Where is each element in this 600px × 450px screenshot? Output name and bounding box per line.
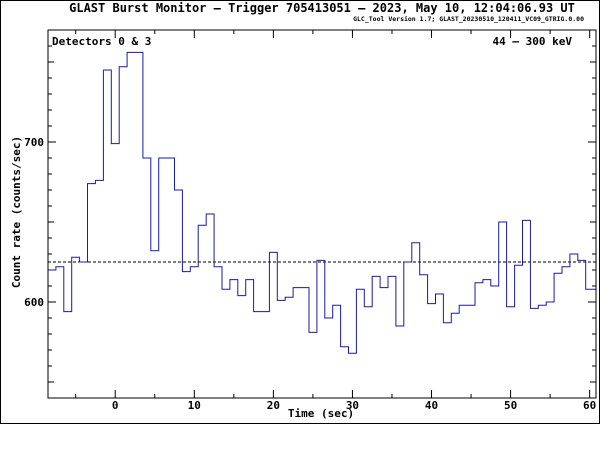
chart-title: GLAST Burst Monitor – Trigger 705413051 … xyxy=(69,1,575,15)
x-axis-ticks: 0 10 20 30 40 50 60 xyxy=(75,30,596,412)
x-tick-label: 20 xyxy=(267,399,280,412)
x-tick-label: 30 xyxy=(346,399,359,412)
y-tick-label: 700 xyxy=(24,136,44,149)
count-rate-curve xyxy=(48,51,596,354)
energy-label: 44 – 300 keV xyxy=(493,35,573,48)
x-tick-label: 50 xyxy=(504,399,517,412)
detectors-label: Detectors 0 & 3 xyxy=(52,35,151,48)
x-axis-label: Time (sec) xyxy=(288,407,354,420)
y-tick-label: 600 xyxy=(24,296,44,309)
x-tick-label: 40 xyxy=(425,399,438,412)
plot-frame xyxy=(47,29,597,399)
y-axis-ticks: 600700800 xyxy=(24,29,596,383)
chart-subtitle: GLC_Tool Version 1.7; GLAST_20230510_120… xyxy=(353,15,584,23)
page-border xyxy=(0,0,600,424)
x-tick-label: 60 xyxy=(583,399,596,412)
y-axis-label: Count rate (counts/sec) xyxy=(10,136,23,288)
x-tick-label: 10 xyxy=(188,399,201,412)
x-tick-label: 0 xyxy=(112,399,119,412)
